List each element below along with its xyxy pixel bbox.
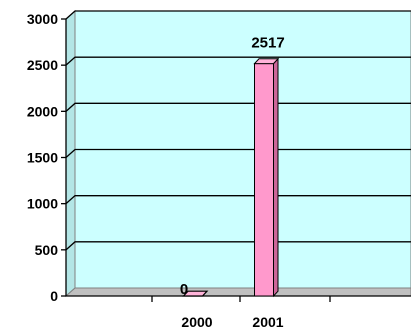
bar-zero	[182, 290, 209, 297]
gridline	[65, 195, 411, 205]
data-label: 2517	[251, 35, 284, 52]
gridline	[65, 102, 411, 112]
y-tick-label: 2500	[27, 57, 58, 73]
y-axis-tick-labels: 0 500 1000 1500 2000 2500 3000	[27, 11, 58, 304]
plot-area	[64, 9, 411, 298]
gridline	[65, 148, 411, 158]
x-tick-label: 2000	[181, 314, 212, 329]
y-tick-label: 0	[50, 288, 58, 304]
axes	[61, 18, 411, 302]
gridline	[65, 241, 411, 251]
floor	[64, 287, 411, 297]
y-tick-label: 2000	[27, 103, 58, 119]
bars	[182, 57, 280, 298]
y-tick-label: 1500	[27, 150, 58, 166]
y-tick-label: 3000	[27, 11, 58, 27]
bar-side	[273, 57, 279, 298]
x-tick-label: 2001	[252, 314, 283, 329]
y-tick-label: 500	[35, 242, 59, 258]
bar-front	[254, 63, 274, 297]
data-label: 0	[180, 281, 188, 298]
data-labels: 0 2517	[180, 35, 285, 298]
y-tick-label: 1000	[27, 196, 58, 212]
gridline	[65, 10, 411, 20]
gridline	[65, 56, 411, 66]
x-axis-tick-labels: 2000 2001	[181, 314, 283, 329]
bar-top	[253, 58, 280, 65]
gridlines	[65, 10, 411, 251]
